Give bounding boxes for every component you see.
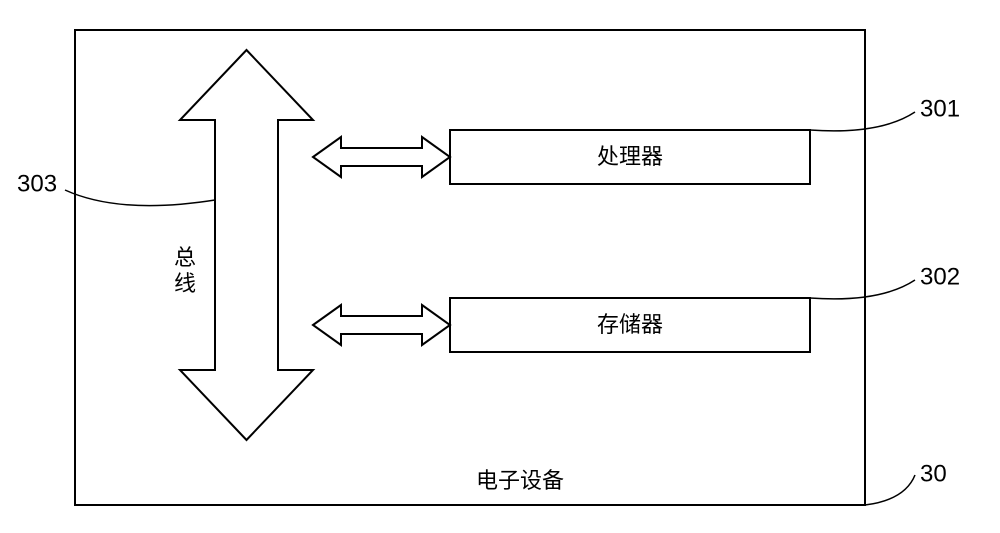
outer-box-label: 电子设备 [476, 468, 564, 493]
ref-301: 301 [920, 95, 960, 122]
canvas-bg [0, 0, 1000, 533]
architecture-diagram: 电子设备 30 总线 303 处理器 301 存储器 302 [0, 0, 1000, 533]
block-processor-label: 处理器 [597, 144, 663, 169]
ref-303: 303 [17, 170, 57, 197]
ref-302: 302 [920, 263, 960, 290]
ref-30: 30 [920, 460, 947, 487]
block-memory-label: 存储器 [597, 312, 663, 337]
bus-label: 总线 [174, 245, 196, 296]
